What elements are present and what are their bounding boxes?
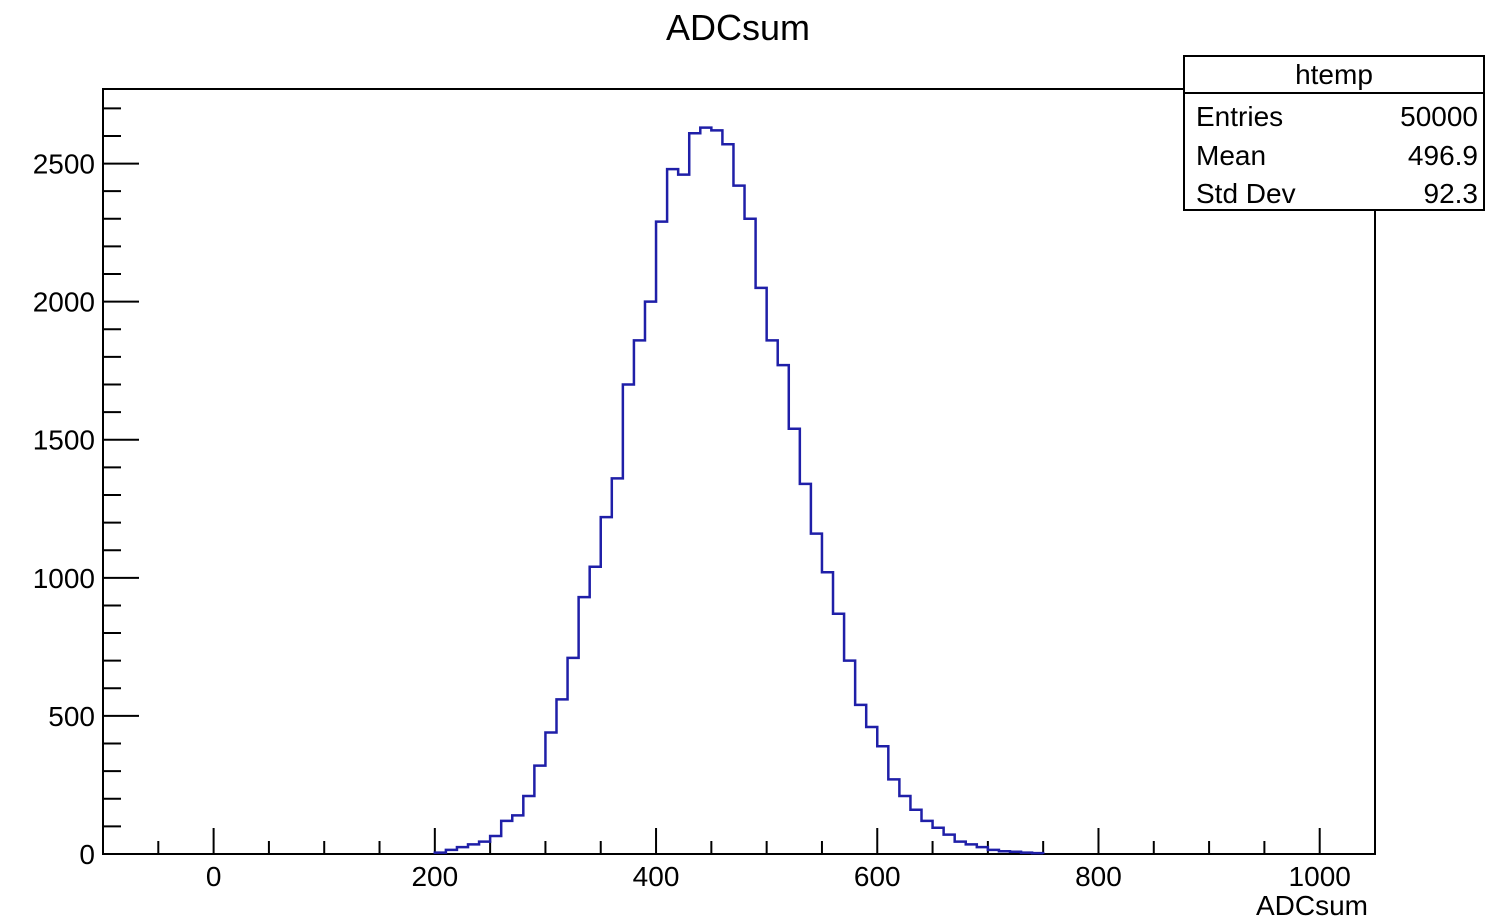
x-axis-title: ADCsum: [1256, 890, 1368, 921]
y-tick-label: 0: [79, 839, 95, 870]
stats-entries-value: 50000: [1400, 101, 1478, 132]
stats-box: htemp Entries 50000 Mean 496.9 Std Dev 9…: [1183, 55, 1485, 211]
stats-entries-label: Entries: [1196, 101, 1283, 132]
y-tick-label: 1000: [33, 563, 95, 594]
stats-box-title: htemp: [1295, 59, 1373, 90]
x-tick-label: 0: [206, 861, 222, 892]
y-tick-label: 2500: [33, 149, 95, 180]
y-tick-label: 2000: [33, 287, 95, 318]
y-axis: 0 500 1000 1500 2000 2500: [33, 107, 139, 870]
stats-stddev-label: Std Dev: [1196, 178, 1296, 209]
x-axis: 0 200 400 600 800 1000: [102, 828, 1376, 892]
x-tick-label: 800: [1075, 861, 1122, 892]
stats-mean-label: Mean: [1196, 140, 1266, 171]
histogram-line: [433, 126, 1045, 855]
x-tick-label: 200: [411, 861, 458, 892]
y-tick-label: 1500: [33, 425, 95, 456]
x-tick-label: 400: [633, 861, 680, 892]
stats-box-frame: [1183, 55, 1485, 211]
stats-stddev-value: 92.3: [1424, 178, 1479, 209]
y-tick-label: 500: [48, 701, 95, 732]
stats-mean-value: 496.9: [1408, 140, 1478, 171]
x-tick-label: 600: [854, 861, 901, 892]
plot-frame: [102, 88, 1376, 855]
x-tick-label: 1000: [1289, 861, 1351, 892]
chart-title: ADCsum: [666, 7, 810, 48]
